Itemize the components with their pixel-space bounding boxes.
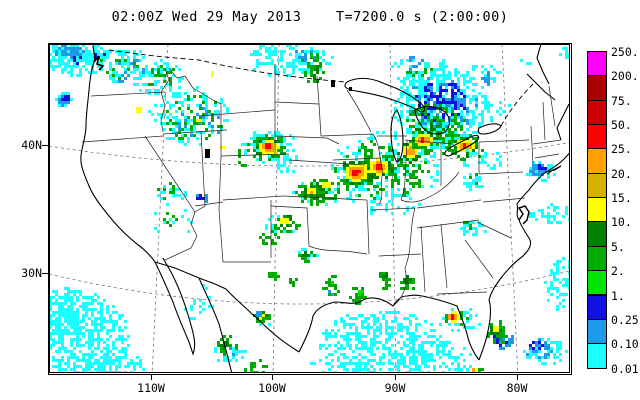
lon-tick-mark: [395, 375, 396, 380]
state-borders: [81, 64, 562, 307]
colorbar-label: 200.: [611, 69, 639, 84]
colorbar-swatch: [587, 51, 607, 77]
colorbar-label: 0.10: [611, 337, 639, 352]
weather-map: [48, 43, 572, 375]
colorbar-swatch: [587, 124, 607, 150]
colorbar-label: 20.: [611, 166, 632, 181]
colorbar-label: 5.: [611, 239, 625, 254]
lon-tick-label: 80W: [506, 381, 528, 395]
colorbar-label: 250.: [611, 45, 639, 59]
colorbar-label: 50.: [611, 118, 632, 133]
colorbar-swatch: [587, 172, 607, 199]
colorbar-swatch: [587, 245, 607, 272]
colorbar-label: 0.25: [611, 312, 639, 327]
lat-tick-mark: [42, 273, 48, 274]
lon-tick-label: 110W: [137, 381, 165, 395]
lon-tick-mark: [517, 375, 518, 380]
colorbar-label: 10.: [611, 215, 632, 230]
colorbar-swatch: [587, 270, 607, 296]
map-border: [49, 44, 570, 373]
colorbar-label: 75.: [611, 93, 632, 108]
lat-tick-label: 40N: [21, 138, 42, 152]
colorbar-swatch: [587, 221, 607, 247]
colorbar-swatch: [587, 148, 607, 174]
great-lakes: [205, 77, 502, 163]
lon-tick-mark: [272, 375, 273, 380]
colorbar-label: 25.: [611, 142, 632, 157]
colorbar-swatch: [587, 318, 607, 345]
lon-tick-label: 90W: [384, 381, 406, 395]
map-title: 02:00Z Wed 29 May 2013 T=7200.0 s (2:00:…: [111, 9, 509, 25]
colorbar-swatch: [587, 197, 607, 223]
colorbar-swatch: [587, 99, 607, 126]
precipitation-layer: [49, 44, 570, 373]
colorbar-swatch: [587, 294, 607, 320]
lon-tick-mark: [151, 375, 152, 380]
lon-tick-label: 100W: [258, 381, 286, 395]
colorbar-label: 0.01: [611, 361, 639, 376]
map-canvas: [49, 44, 570, 373]
colorbar-swatch: [587, 343, 607, 369]
canada-border: [108, 49, 536, 127]
colorbar-label: 1.: [611, 288, 625, 303]
coastline: [80, 44, 570, 373]
colorbar-label: 2.: [611, 264, 625, 279]
lat-tick-mark: [42, 145, 48, 146]
colorbar-label: 15.: [611, 191, 632, 206]
lat-tick-label: 30N: [21, 266, 42, 280]
colorbar-swatch: [587, 75, 607, 101]
